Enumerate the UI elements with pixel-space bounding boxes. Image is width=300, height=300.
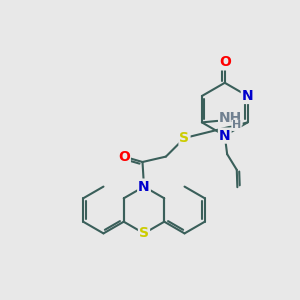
Text: H: H (232, 120, 241, 130)
Text: S: S (139, 226, 149, 240)
Text: O: O (219, 56, 231, 69)
Text: NH: NH (219, 111, 242, 125)
Text: N: N (219, 129, 231, 142)
Text: N: N (138, 180, 150, 194)
Text: S: S (179, 131, 190, 145)
Text: N: N (242, 89, 254, 103)
Text: O: O (118, 150, 130, 164)
